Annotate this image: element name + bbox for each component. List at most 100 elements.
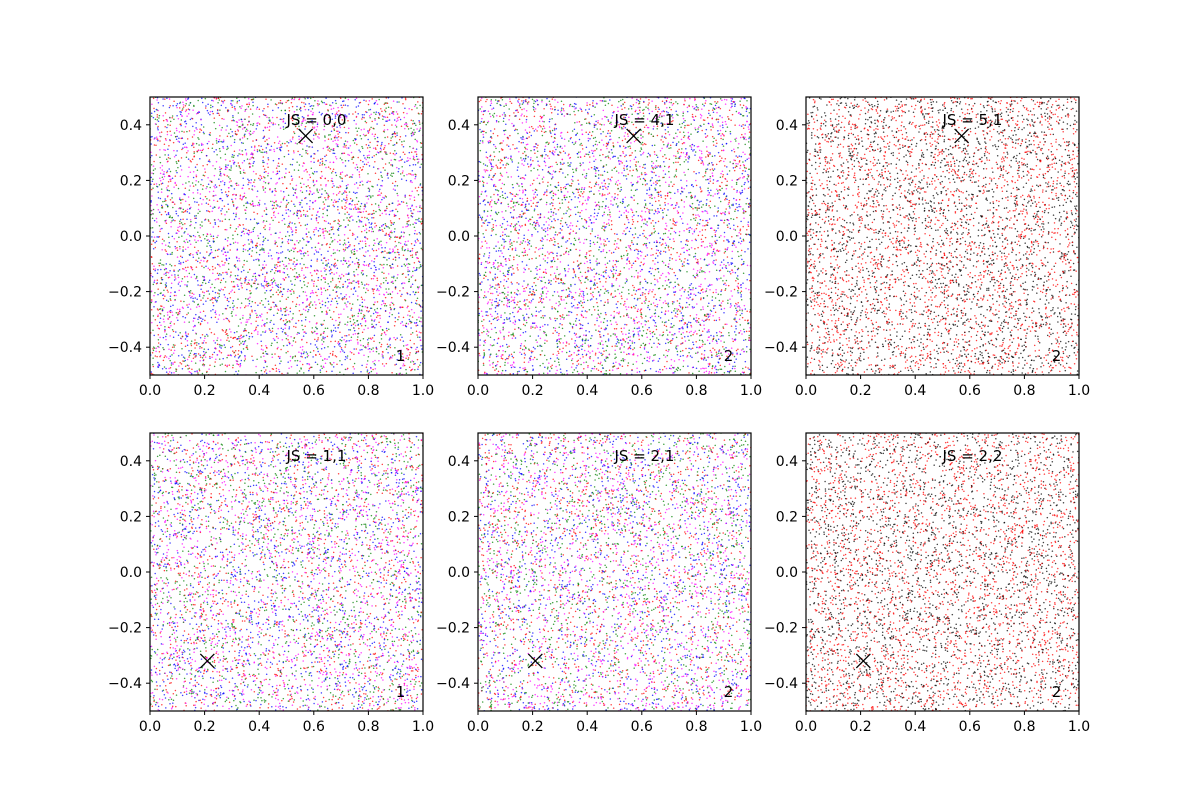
scatter-point: [385, 120, 387, 122]
scatter-point: [231, 153, 234, 156]
scatter-point: [188, 180, 190, 183]
scatter-point: [409, 315, 411, 317]
scatter-point: [363, 299, 366, 301]
scatter-point: [171, 197, 173, 199]
scatter-point: [299, 210, 302, 213]
scatter-point: [351, 303, 354, 305]
scatter-point: [338, 225, 341, 228]
scatter-point: [325, 198, 327, 201]
scatter-point: [299, 202, 302, 204]
scatter-point: [179, 225, 181, 228]
scatter-point: [306, 145, 308, 147]
scatter-point: [344, 165, 347, 167]
scatter-point: [289, 290, 292, 292]
scatter-point: [276, 172, 279, 175]
scatter-point: [284, 109, 286, 111]
scatter-point: [325, 313, 328, 315]
scatter-point: [159, 167, 162, 169]
scatter-point: [401, 336, 403, 338]
scatter-point: [297, 122, 300, 125]
scatter-point: [307, 254, 309, 257]
scatter-point: [159, 317, 162, 319]
scatter-point: [173, 132, 176, 134]
scatter-point: [312, 292, 315, 294]
scatter-point: [408, 318, 411, 321]
scatter-point: [187, 108, 190, 110]
scatter-point: [183, 360, 185, 363]
scatter-point: [158, 211, 161, 214]
scatter-point: [260, 151, 262, 154]
scatter-point: [323, 330, 325, 333]
scatter-point: [258, 264, 261, 266]
scatter-point: [271, 286, 274, 289]
scatter-point: [410, 254, 412, 257]
scatter-point: [231, 198, 233, 201]
scatter-point: [306, 203, 308, 205]
scatter-point: [321, 228, 324, 231]
scatter-point: [321, 311, 323, 313]
scatter-point: [396, 132, 398, 134]
scatter-point: [404, 127, 406, 130]
scatter-point: [341, 336, 343, 339]
scatter-point: [151, 154, 153, 157]
scatter-point: [183, 240, 185, 243]
scatter-point: [412, 174, 415, 176]
scatter-point: [334, 135, 337, 137]
scatter-point: [181, 354, 183, 356]
scatter-point: [413, 363, 415, 365]
scatter-point: [295, 184, 298, 187]
scatter-point: [317, 339, 319, 341]
scatter-point: [397, 119, 399, 121]
scatter-point: [182, 183, 184, 186]
scatter-point: [406, 125, 409, 128]
scatter-point: [164, 98, 166, 100]
scatter-point: [394, 338, 397, 341]
scatter-point: [152, 329, 154, 332]
scatter-point: [384, 223, 387, 225]
scatter-point: [298, 303, 301, 306]
scatter-point: [272, 219, 274, 222]
scatter-point: [252, 359, 254, 362]
scatter-point: [248, 279, 250, 282]
scatter-point: [233, 188, 236, 190]
scatter-point: [168, 168, 170, 170]
scatter-point: [190, 206, 192, 209]
scatter-point: [168, 310, 171, 312]
scatter-point: [169, 322, 172, 325]
scatter-point: [368, 99, 371, 102]
scatter-point: [215, 98, 218, 100]
scatter-point: [248, 338, 250, 340]
scatter-point: [321, 303, 324, 306]
scatter-point: [264, 331, 266, 334]
scatter-point: [240, 153, 242, 156]
scatter-point: [301, 122, 303, 124]
scatter-point: [361, 317, 364, 320]
scatter-point: [252, 230, 255, 233]
scatter-point: [262, 165, 265, 167]
scatter-point: [182, 261, 185, 264]
scatter-point: [367, 187, 370, 190]
scatter-point: [387, 119, 389, 122]
scatter-point: [254, 277, 257, 280]
scatter-point: [308, 193, 311, 196]
scatter-point: [221, 260, 223, 262]
scatter-point: [280, 360, 282, 362]
scatter-point: [380, 175, 383, 177]
scatter-point: [371, 217, 373, 219]
scatter-point: [222, 102, 224, 104]
scatter-point: [277, 142, 280, 144]
scatter-point: [305, 190, 308, 192]
scatter-point: [171, 201, 174, 203]
scatter-point: [344, 368, 347, 371]
scatter-point: [272, 277, 275, 280]
scatter-point: [210, 106, 212, 109]
scatter-point: [370, 315, 372, 317]
scatter-point: [418, 130, 420, 133]
scatter-point: [237, 155, 239, 157]
scatter-point: [263, 226, 265, 229]
scatter-point: [386, 343, 389, 345]
scatter-point: [251, 98, 253, 101]
scatter-point: [374, 364, 376, 366]
scatter-point: [381, 247, 383, 249]
scatter-point: [378, 321, 380, 323]
